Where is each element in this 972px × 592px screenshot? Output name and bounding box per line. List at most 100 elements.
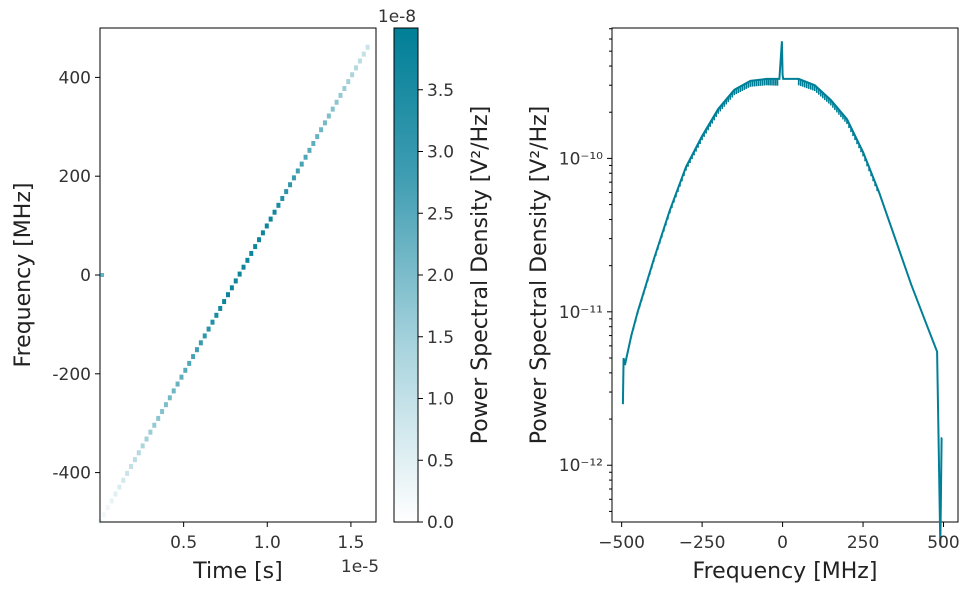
spectrogram-cell — [319, 127, 324, 133]
spectrogram-y-tick-label: -200 — [52, 365, 91, 385]
spectrogram-y-ticks: 400 200 0 -200 -400 — [52, 68, 100, 484]
psd-ripple-band — [630, 78, 878, 338]
colorbar-tick-label: 0.0 — [427, 513, 454, 533]
spectrogram-cell — [354, 65, 358, 71]
spectrogram-x-ticks: 0.5 1.0 1.5 — [170, 522, 364, 553]
spectrogram-cell — [218, 305, 223, 311]
psd-x-label: Frequency [MHz] — [693, 559, 878, 584]
spectrogram-cell — [148, 429, 153, 435]
spectrogram-cell — [156, 415, 161, 421]
spectrogram-cell — [280, 195, 285, 201]
spectrogram-cell — [202, 333, 207, 339]
spectrogram-cell — [326, 113, 331, 119]
spectrogram-cell — [241, 264, 246, 270]
spectrogram-cell — [98, 519, 102, 524]
spectrogram-x-tick-label: 0.5 — [170, 533, 197, 553]
spectrogram-cell — [214, 312, 219, 318]
spectrogram-cell — [167, 395, 172, 401]
spectrogram-cell — [276, 202, 281, 208]
spectrogram-cell — [299, 161, 304, 167]
spectrogram-cell — [284, 189, 289, 195]
spectrogram-y-tick-label: -400 — [52, 464, 91, 484]
spectrogram-x-tick-label: 1.0 — [254, 533, 281, 553]
psd-x-tick-label: 250 — [847, 533, 879, 553]
spectrogram-cell — [361, 51, 366, 57]
spectrogram-cell — [315, 134, 320, 140]
spectrogram-cell — [260, 230, 265, 236]
spectrogram-cell — [179, 374, 184, 380]
spectrogram-cell — [253, 244, 258, 250]
spectrogram-x-tick-label: 1.5 — [337, 533, 364, 553]
colorbar-tick-label: 2.5 — [427, 204, 454, 224]
spectrogram-cell — [194, 347, 199, 353]
colorbar-label: Power Spectral Density [V²/Hz] — [468, 106, 493, 445]
spectrogram-cell — [121, 477, 126, 483]
spectrogram-cell — [144, 436, 149, 442]
psd-series-line — [621, 41, 943, 546]
spectrogram-cell — [346, 79, 351, 85]
spectrogram-cell — [334, 99, 339, 105]
spectrogram-cell — [160, 409, 165, 415]
psd-frame — [611, 27, 959, 523]
spectrogram-y-tick-label: 400 — [59, 68, 91, 88]
spectrogram-cell — [257, 237, 262, 243]
spectrogram-y-tick-label: 200 — [59, 167, 91, 187]
spectrogram-x-label: Time [s] — [192, 559, 282, 584]
spectrogram-cell — [365, 44, 370, 50]
psd-panel: −500 −250 0 250 500 10⁻¹⁰ 10⁻¹¹ 10⁻¹² Frequenc… — [527, 27, 960, 584]
spectrogram-cell — [105, 505, 110, 511]
spectrogram-cell — [291, 175, 296, 181]
colorbar: 0.0 0.5 1.0 1.5 2.0 2.5 3.0 3.5 1e-8 Power Spec… — [378, 7, 493, 533]
spectrogram-cell — [307, 147, 312, 153]
colorbar-tick-label: 1.5 — [427, 328, 454, 348]
spectrogram-cell — [288, 182, 293, 188]
colorbar-tick-label: 2.0 — [427, 266, 454, 286]
spectrogram-cell — [330, 106, 335, 112]
psd-y-tick-label: 10⁻¹¹ — [559, 303, 603, 323]
psd-x-tick-label: −500 — [598, 533, 645, 553]
spectrogram-cell — [183, 367, 188, 373]
spectrogram-cell — [152, 422, 157, 428]
spectrogram-cell — [187, 360, 192, 366]
spectrogram-cell — [129, 464, 134, 470]
spectrogram-cell — [322, 120, 327, 126]
psd-y-label: Power Spectral Density [V²/Hz] — [527, 106, 552, 445]
spectrogram-cell — [295, 168, 300, 174]
psd-y-ticks: 10⁻¹⁰ 10⁻¹¹ 10⁻¹² — [559, 28, 612, 512]
spectrogram-cell — [125, 470, 130, 476]
spectrogram-cell — [303, 154, 308, 160]
spectrogram-cell — [237, 271, 242, 277]
spectrogram-cell — [163, 402, 168, 408]
spectrogram-y-tick-label: 0 — [80, 266, 91, 286]
spectrogram-y-label: Frequency [MHz] — [11, 183, 36, 368]
colorbar-gradient — [394, 28, 418, 522]
colorbar-ticks: 0.0 0.5 1.0 1.5 2.0 2.5 3.0 3.5 — [418, 81, 454, 533]
spectrogram-cell — [338, 92, 343, 98]
spectrogram-cell — [191, 354, 196, 360]
spectrogram-cell — [101, 512, 106, 518]
spectrogram-cell — [357, 58, 362, 64]
psd-x-tick-label: 0 — [777, 533, 788, 553]
colorbar-tick-label: 3.5 — [427, 81, 454, 101]
spectrogram-cell — [268, 216, 273, 222]
spectrogram-x-multiplier: 1e-5 — [341, 557, 379, 577]
spectrogram-cell — [117, 484, 122, 490]
spectrogram-cell — [109, 498, 114, 504]
spectrogram-cell — [132, 457, 137, 463]
psd-x-tick-label: −250 — [679, 533, 726, 553]
psd-x-ticks: −500 −250 0 250 500 — [598, 522, 960, 553]
psd-x-tick-label: 500 — [927, 533, 959, 553]
psd-y-tick-label: 10⁻¹² — [559, 456, 603, 476]
spectrogram-cell — [175, 381, 180, 387]
spectrogram-cell — [342, 85, 347, 91]
spectrogram-cell — [249, 250, 254, 256]
spectrogram-cell — [136, 450, 141, 456]
spectrogram-cell — [245, 257, 250, 263]
spectrogram-cell — [140, 443, 145, 449]
spectrogram-cell — [350, 72, 355, 78]
spectrogram-cell — [113, 491, 118, 497]
spectrogram-cell — [264, 223, 269, 229]
colorbar-tick-label: 1.0 — [427, 390, 454, 410]
